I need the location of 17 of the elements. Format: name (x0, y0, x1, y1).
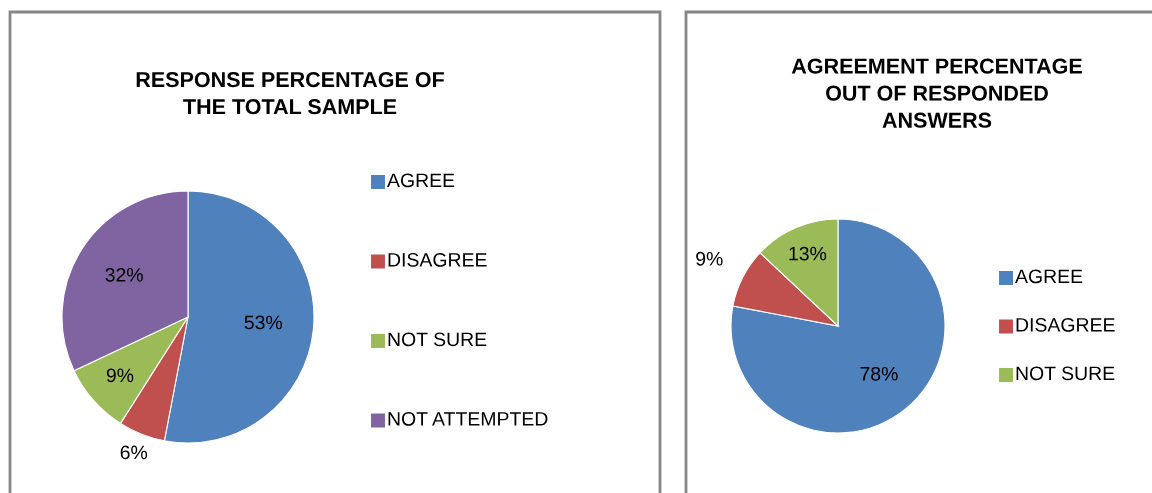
data-label: 13% (789, 246, 827, 261)
legend-label: AGREE (387, 173, 455, 188)
data-label: 9% (696, 251, 723, 266)
legend-label: NOT SURE (388, 332, 487, 347)
chart-title: AGREEMENT PERCENTAGE OUT OF RESPONDED ANSWERS (791, 58, 1082, 128)
chart-title: RESPONSE PERCENTAGE OF THE TOTAL SAMPLE (136, 71, 444, 115)
legend-label: NOT SURE (1016, 366, 1115, 381)
data-label: 9% (106, 368, 134, 383)
legend-label: DISAGREE (1016, 317, 1115, 332)
legend-label: DISAGREE (388, 252, 487, 267)
data-label: 78% (860, 366, 898, 381)
data-label: 6% (120, 445, 148, 460)
pie-slice (731, 219, 945, 433)
data-label: 53% (244, 315, 283, 330)
legend-label: NOT ATTEMPTED (388, 411, 548, 426)
data-label: 32% (105, 267, 143, 282)
legend-label: AGREE (1015, 269, 1083, 284)
